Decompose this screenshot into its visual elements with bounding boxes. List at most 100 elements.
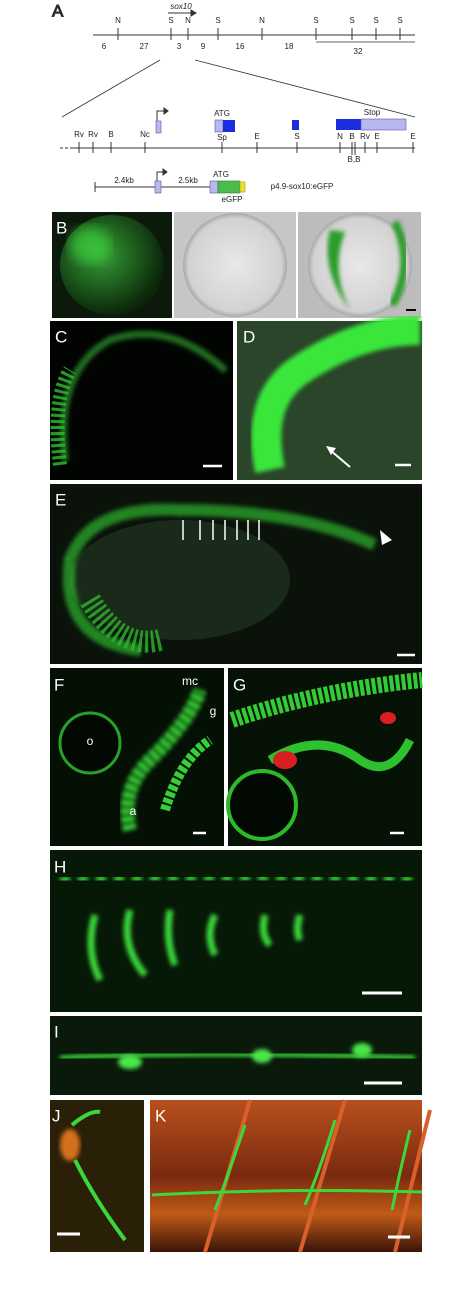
site-label: N	[337, 132, 343, 141]
panel-c: C	[50, 321, 233, 480]
signal	[229, 672, 423, 728]
panel-a: A sox10 N S N S N S S S S 6 27 3 9 16 18…	[52, 1, 416, 204]
egfp-box	[217, 180, 241, 194]
signal	[59, 873, 421, 884]
fragment-size: 27	[140, 42, 149, 51]
panel-label: J	[52, 1106, 61, 1125]
panel-d: D	[237, 315, 422, 480]
panel-j: J	[50, 1100, 144, 1252]
top-ticks	[117, 28, 401, 40]
panel-label: C	[55, 327, 67, 346]
exon	[336, 119, 361, 130]
site-label: Sp	[217, 133, 227, 142]
gene-label: sox10	[170, 2, 192, 11]
lower-ticks	[78, 142, 414, 155]
fragment-size: 32	[354, 47, 363, 56]
panel-label: F	[54, 675, 64, 694]
exon	[292, 120, 299, 130]
arrowhead	[190, 9, 197, 17]
yolk	[70, 520, 290, 640]
site-label: S	[168, 16, 173, 25]
zoom-line	[194, 59, 416, 118]
signal	[87, 909, 304, 982]
panel-e: E	[50, 484, 422, 664]
site-label: S	[294, 132, 299, 141]
fragment-size: 3	[177, 42, 182, 51]
signal	[327, 230, 350, 310]
exon	[223, 120, 235, 132]
site-label: Rv	[360, 132, 370, 141]
utr	[214, 119, 224, 133]
annotation: a	[130, 804, 137, 818]
site-label: B,B	[348, 155, 361, 164]
length-label: 2.5kb	[178, 176, 198, 185]
signal	[120, 687, 207, 832]
arrows	[182, 520, 260, 540]
site-label: B	[349, 132, 354, 141]
signal	[70, 1109, 127, 1242]
annotation: o	[87, 734, 94, 748]
construct-name: p4.9-sox10:eGFP	[271, 182, 334, 191]
signal	[50, 366, 77, 466]
eye	[58, 711, 122, 775]
cells	[118, 1043, 372, 1069]
signal	[388, 220, 409, 307]
annotation: g	[210, 704, 217, 718]
atg-label: ATG	[213, 170, 229, 179]
arrowhead	[162, 168, 168, 176]
zoom-line	[61, 59, 161, 118]
exon	[155, 120, 162, 134]
arrow	[329, 449, 351, 468]
signal	[251, 315, 421, 474]
signal	[151, 1119, 423, 1211]
panel-b: B	[52, 212, 421, 318]
red-signal	[60, 1129, 80, 1161]
site-label: E	[410, 132, 415, 141]
stop-label: Stop	[364, 108, 381, 117]
signal	[62, 503, 378, 656]
exon	[154, 180, 162, 194]
arrowhead	[380, 530, 392, 545]
panel-label: B	[56, 218, 67, 237]
arrowhead	[326, 446, 336, 455]
embryo-fluor	[60, 215, 164, 315]
tss-arrow	[156, 171, 165, 181]
site-label: S	[373, 16, 378, 25]
panel-f: mc g o a F	[50, 668, 224, 846]
site-label: S	[215, 16, 220, 25]
signal	[80, 594, 163, 653]
image	[150, 1100, 422, 1252]
panel-k: K	[150, 1099, 432, 1253]
site-label: N	[259, 16, 265, 25]
image	[50, 321, 233, 480]
length-label: 2.4kb	[114, 176, 134, 185]
panel-label: G	[233, 675, 246, 694]
tss-arrow	[156, 110, 166, 121]
panel-label: K	[155, 1106, 167, 1125]
site-label: N	[185, 16, 191, 25]
signal	[160, 735, 213, 812]
signal	[70, 227, 110, 263]
arrowhead	[163, 107, 169, 115]
site-label: N	[115, 16, 121, 25]
site-label: Rv	[74, 130, 84, 139]
annotation: mc	[182, 674, 198, 688]
site-label: Nc	[140, 130, 150, 139]
site-label: B	[108, 130, 113, 139]
image	[50, 1100, 144, 1252]
signal	[267, 737, 415, 772]
image	[50, 850, 422, 1012]
atg-label: ATG	[214, 109, 230, 118]
red-signal	[273, 751, 297, 769]
site-label: E	[374, 132, 379, 141]
site-label: E	[254, 132, 259, 141]
site-label: S	[397, 16, 402, 25]
utr	[360, 118, 407, 131]
site-label: Rv	[88, 130, 98, 139]
utr	[209, 180, 219, 194]
site-label: S	[349, 16, 354, 25]
panel-label: I	[54, 1022, 59, 1041]
polya-box	[239, 181, 246, 193]
egfp-label: eGFP	[222, 195, 243, 204]
